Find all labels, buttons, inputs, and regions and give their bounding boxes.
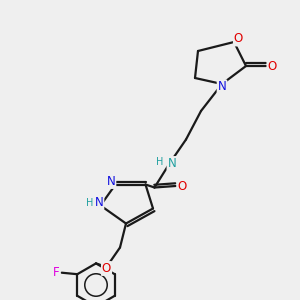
- Text: N: N: [167, 157, 176, 170]
- Text: O: O: [102, 262, 111, 275]
- Text: N: N: [94, 196, 103, 209]
- Text: O: O: [234, 32, 243, 46]
- Text: O: O: [268, 59, 277, 73]
- Text: H: H: [86, 197, 94, 208]
- Text: N: N: [106, 175, 116, 188]
- Text: F: F: [53, 266, 60, 279]
- Text: O: O: [178, 179, 187, 193]
- Text: H: H: [156, 157, 164, 167]
- Text: N: N: [218, 80, 226, 94]
